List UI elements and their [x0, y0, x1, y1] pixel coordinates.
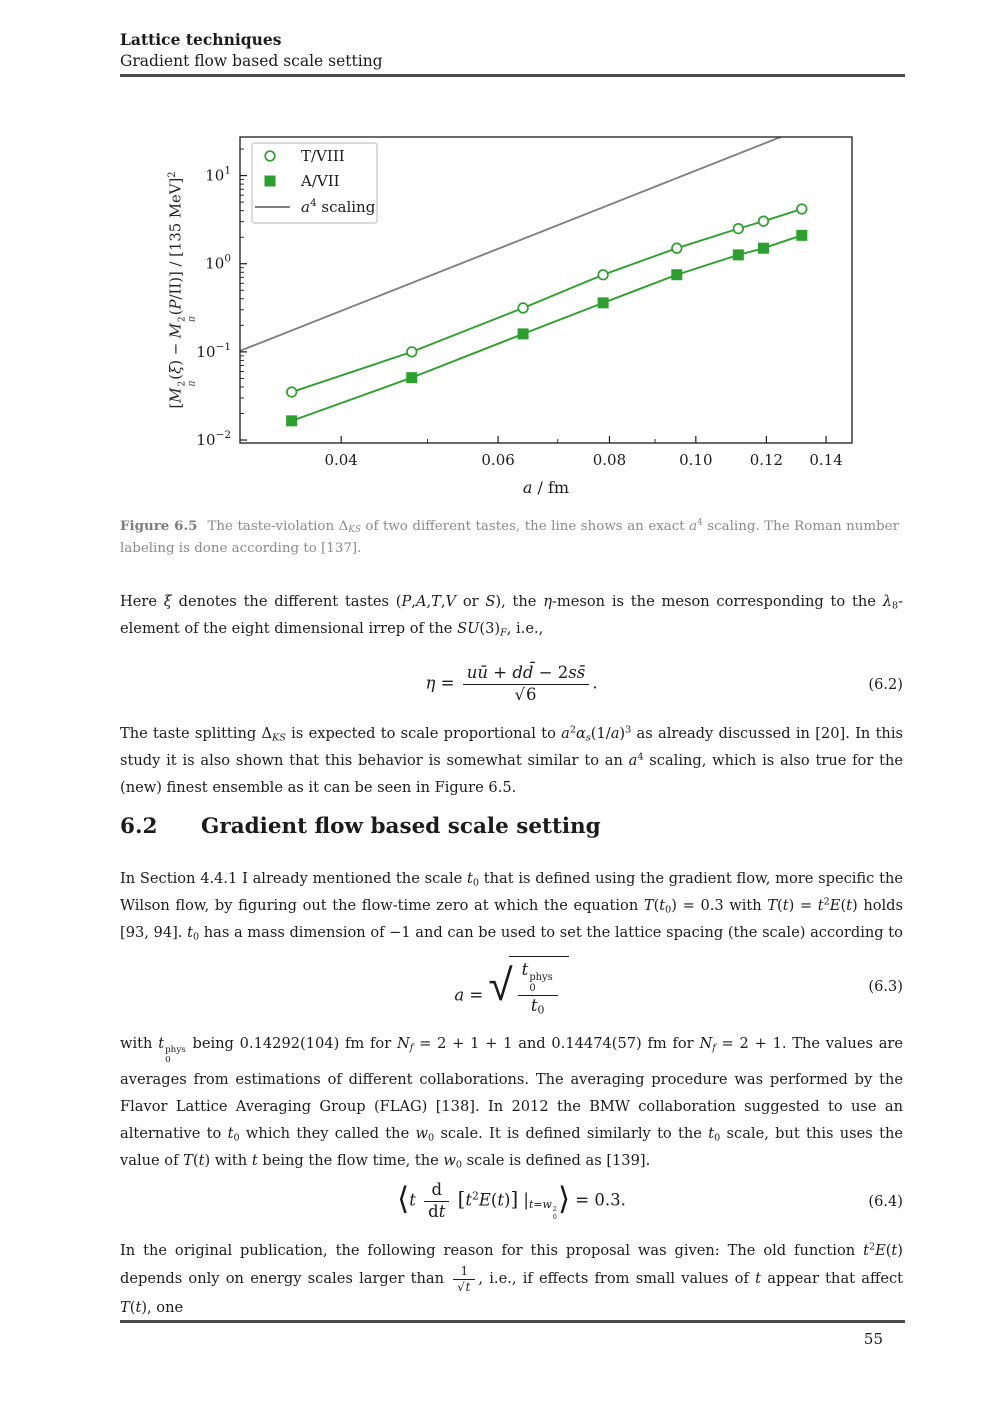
y-axis-ticks: 10−2 10−1 100 101: [196, 148, 247, 449]
running-header-subtitle: Gradient flow based scale setting: [120, 52, 383, 70]
y-tick-label: 10−2: [196, 429, 231, 449]
running-header-title: Lattice techniques: [120, 30, 282, 49]
legend-label: a4 scaling: [301, 197, 376, 216]
series-a-vii: [286, 229, 808, 427]
x-tick-label: 0.08: [593, 451, 626, 469]
series-t-viii: [286, 203, 808, 398]
figure-caption-label: Figure 6.5: [120, 518, 198, 534]
equation-6-4-number: (6.4): [868, 1192, 903, 1210]
paragraph-taste-splitting: The taste splitting ΔKS is expected to s…: [120, 724, 903, 796]
paragraph-tastes: Here ξ denotes the different tastes (P,A…: [120, 593, 903, 639]
figure-caption-text: The taste-violation ΔKS of two different…: [120, 518, 899, 556]
x-tick-label: 0.14: [809, 451, 842, 469]
y-axis-label: [M 2 π (ξ) − M 2 π (P/II)] / [135 MeV]2: [167, 171, 198, 409]
reference-line-a4-scaling: [239, 136, 782, 352]
page-number: 55: [863, 1330, 883, 1348]
figure-caption: Figure 6.5 The taste-violation ΔKS of two…: [120, 516, 899, 559]
section-number: 6.2: [120, 814, 158, 839]
equation-6-3-number: (6.3): [868, 977, 903, 995]
x-tick-label: 0.04: [324, 451, 357, 469]
equation-6-2-body: η = uū + dd̄ − 2ss̄ √6.: [425, 662, 598, 704]
section-title: Gradient flow based scale setting: [201, 814, 601, 839]
y-tick-label: 100: [205, 253, 231, 273]
x-tick-label: 0.10: [679, 451, 712, 469]
equation-6-4-body: ⟨t d dt [t2E(t)] |t=w 2 0 ⟩ = 0.3.: [397, 1179, 626, 1221]
x-axis-ticks: 0.04 0.06 0.08 0.10 0.12 0.14: [324, 436, 843, 469]
equation-6-4: ⟨t d dt [t2E(t)] |t=w 2 0 ⟩ = 0.3. (6.4): [120, 1170, 903, 1232]
legend-label: T/VIII: [301, 147, 345, 165]
taste-violation-chart: 0.04 0.06 0.08 0.10 0.12 0.14 10−2 10−1 100 101 a …: [196, 136, 853, 497]
equation-6-3: a = √ t phys 0 t0 (6.3): [120, 950, 903, 1022]
x-axis-label: a / fm: [523, 478, 569, 497]
paragraph-original-publication: In the original publication, the followi…: [120, 1241, 904, 1317]
x-tick-label: 0.12: [750, 451, 783, 469]
section-heading: 6.2 Gradient flow based scale setting: [120, 814, 601, 839]
paragraph-gradient-flow: In Section 4.4.1 I already mentioned the…: [120, 870, 904, 943]
y-tick-label: 10−1: [196, 341, 231, 361]
legend-label: A/VII: [300, 172, 340, 190]
header-rule: [120, 74, 905, 77]
footer-rule: [120, 1320, 905, 1323]
legend: T/VIII A/VII a4 scaling: [251, 142, 378, 224]
paragraph-t0-phys: with t phys 0 being 0.14292(104) fm for Nf…: [120, 1035, 904, 1171]
equation-6-2: η = uū + dd̄ − 2ss̄ √6. (6.2): [120, 652, 903, 716]
equation-6-2-number: (6.2): [868, 675, 903, 693]
equation-6-3-body: a = √ t phys 0 t0: [454, 955, 569, 1016]
y-tick-label: 101: [205, 165, 231, 185]
x-tick-label: 0.06: [481, 451, 514, 469]
